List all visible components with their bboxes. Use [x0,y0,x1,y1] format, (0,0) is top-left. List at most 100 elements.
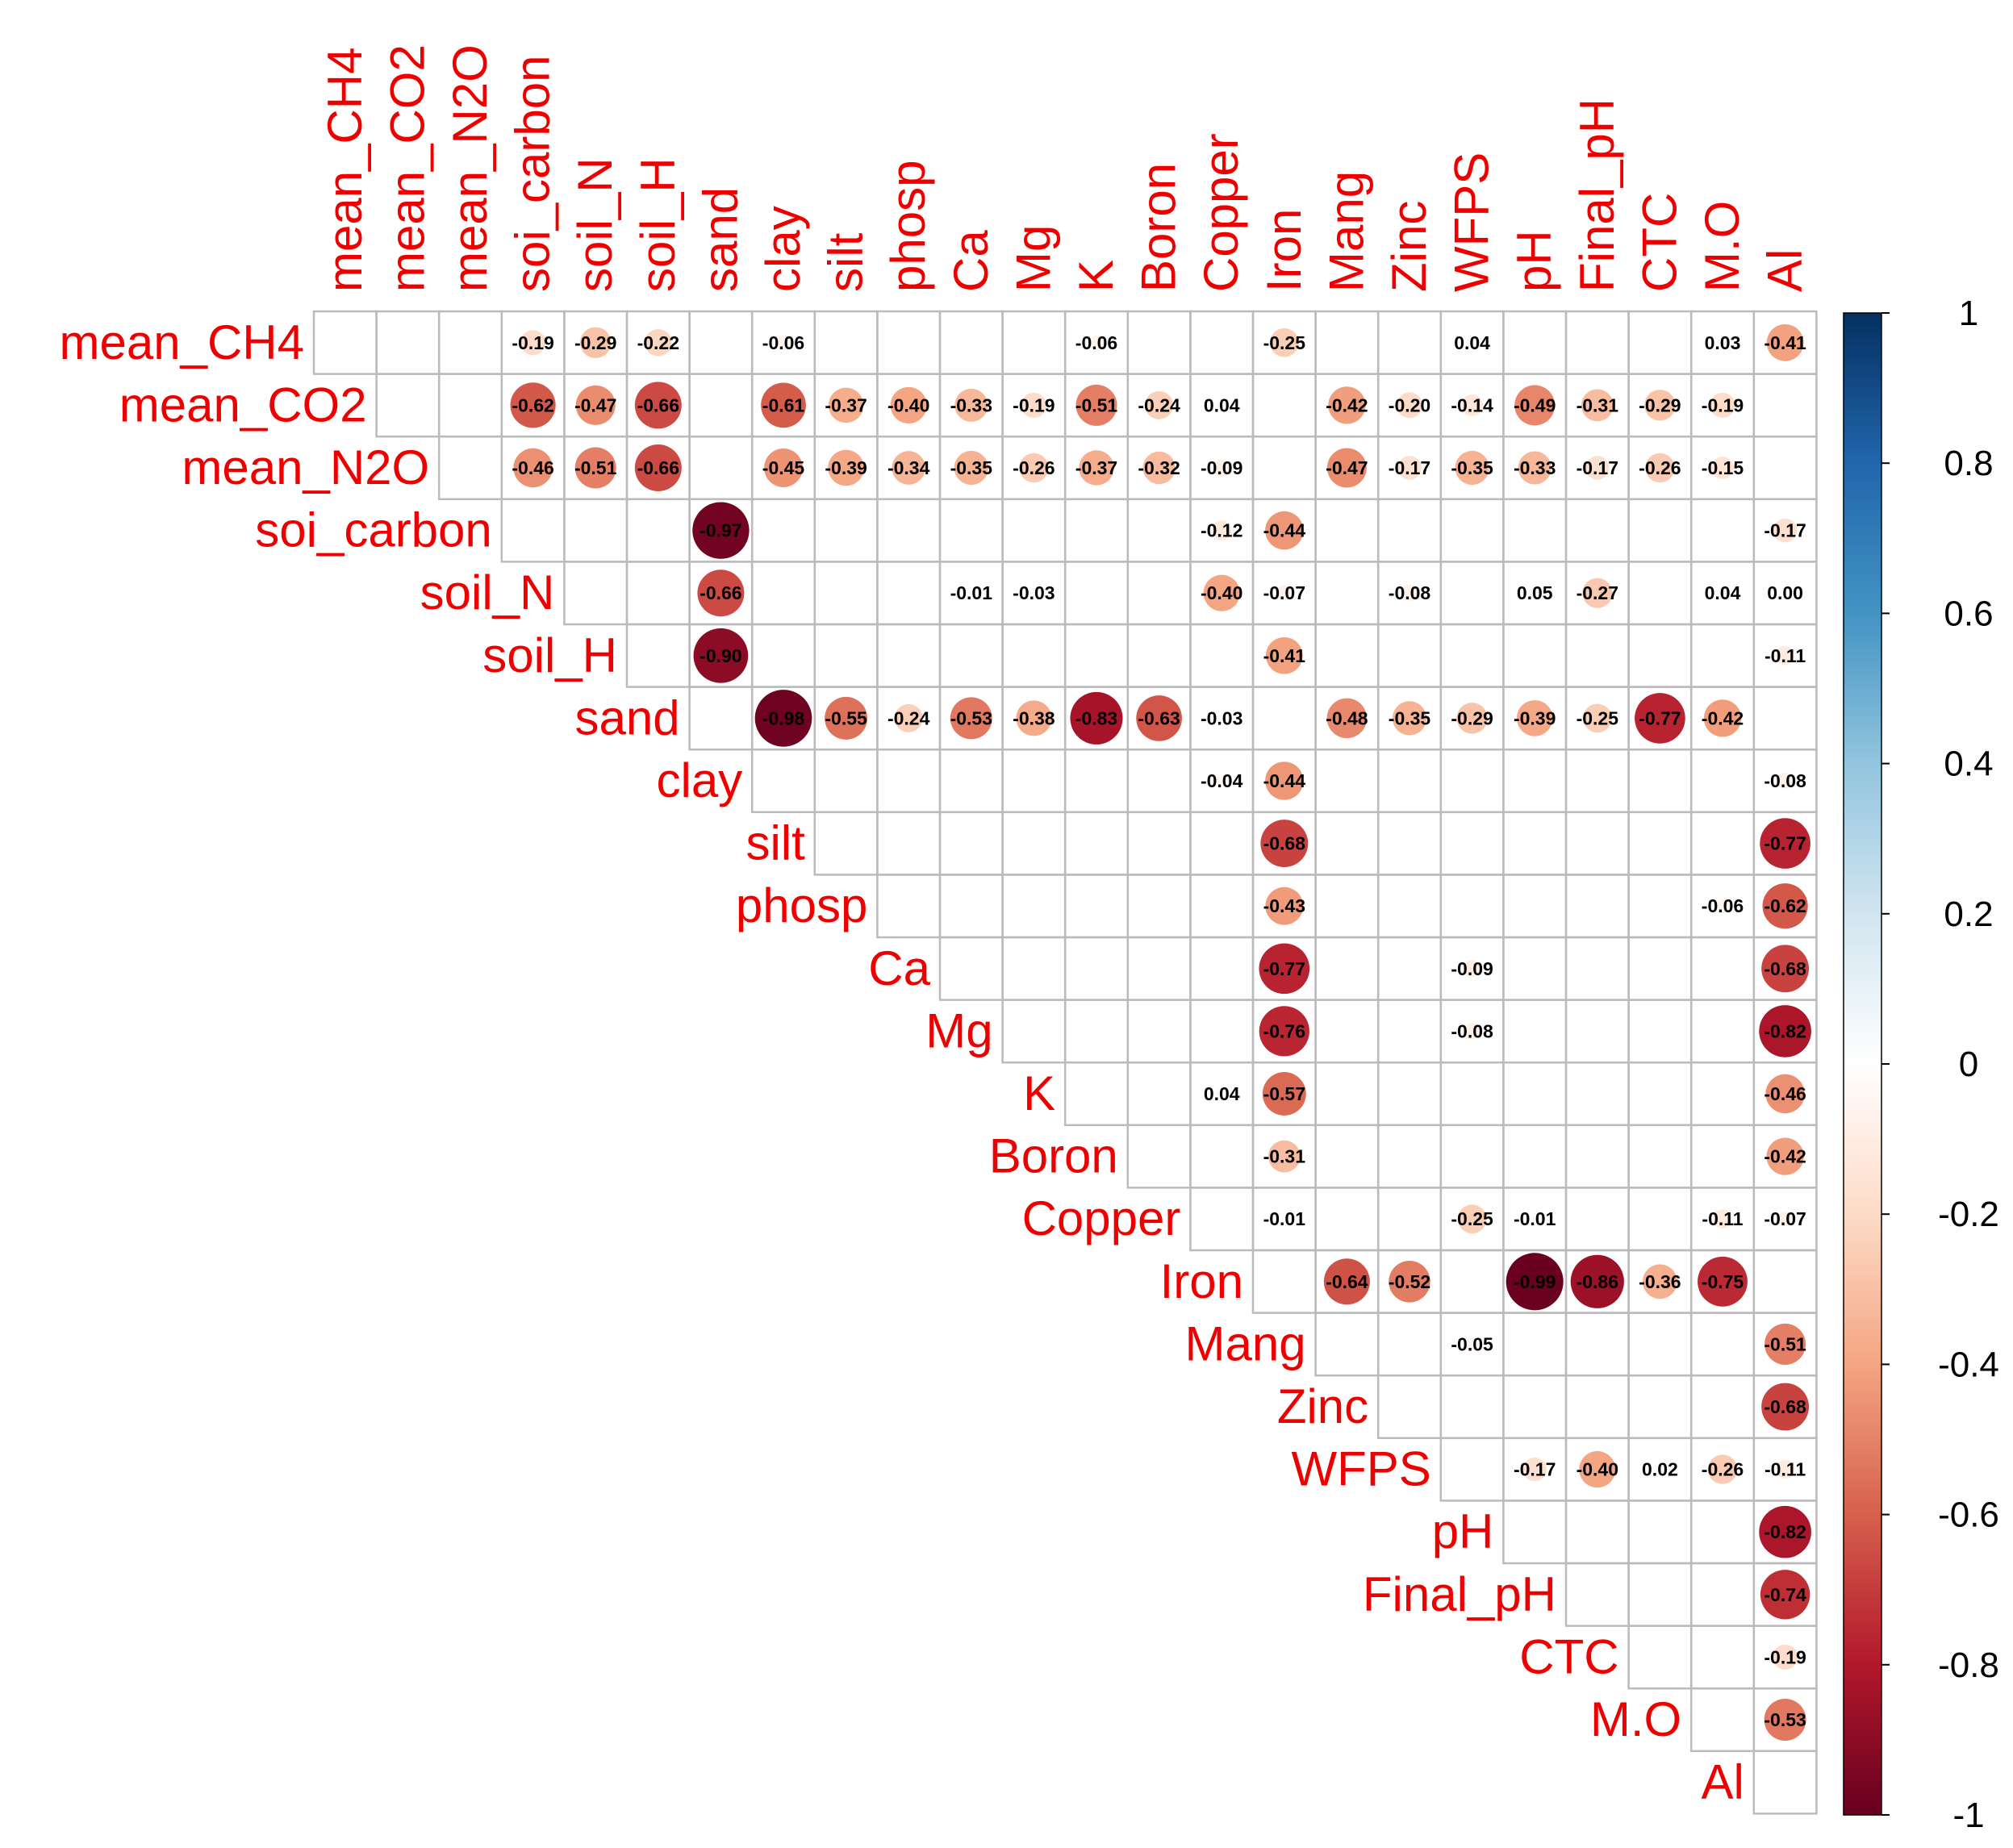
grid-cell [1376,1124,1443,1189]
correlation-circle [1265,886,1304,925]
grid-cell [1502,811,1568,876]
correlation-circle [1585,456,1610,480]
correlation-value: -0.36 [1639,1271,1681,1292]
correlation-value: 0.00 [1767,582,1803,603]
correlation-circle [693,628,749,683]
correlation-circle [1016,700,1052,736]
grid-cell [1564,811,1630,876]
grid-cell [563,561,629,626]
correlation-value: -0.29 [1639,394,1681,415]
correlation-circle [575,385,616,425]
correlation-circle [1759,1005,1811,1057]
row-label: Al [1701,1755,1744,1809]
grid-cell [1564,1124,1630,1189]
column-label: Final_pH [1570,98,1624,292]
correlation-value: -0.09 [1201,457,1242,478]
grid-cell [1564,1187,1630,1252]
correlation-value: -0.07 [1263,582,1305,603]
correlation-circle [1775,645,1795,665]
correlation-circle [1464,1023,1481,1040]
grid-cell [1376,1061,1443,1127]
grid-cell [1001,811,1067,876]
grid-cell [1689,1061,1756,1127]
grid-cell [1001,748,1067,814]
grid-cell [1063,1061,1130,1127]
grid-cell [1189,623,1255,688]
grid-cell [1627,811,1693,876]
row-label: Mang [1185,1316,1306,1370]
grid-cell [1189,874,1255,939]
correlation-circle [520,330,546,356]
colorbar-tick-label: -0.4 [1938,1345,1999,1384]
grid-cell [938,310,1004,375]
grid-cell [1314,811,1380,876]
correlation-circle [1217,713,1227,724]
grid-cell [1126,561,1192,626]
colorbar-tick-label: -1 [1952,1796,1984,1835]
correlation-value: -0.98 [762,707,805,728]
grid-cell [1126,999,1192,1064]
grid-cell [1126,310,1192,375]
grid-cell [1063,999,1130,1064]
grid-cell [1627,999,1693,1064]
grid-cell [1001,874,1067,939]
correlation-value: -0.38 [1013,707,1055,728]
correlation-circle [828,387,864,423]
grid-cell [938,748,1004,814]
correlation-value: -0.26 [1013,457,1055,478]
grid-cell [375,373,441,438]
correlation-value: -0.44 [1263,770,1306,791]
grid-cell [437,373,503,438]
correlation-value: -0.99 [1514,1271,1556,1292]
grid-cell [1564,1312,1630,1377]
grid-cell [1314,561,1380,626]
grid-cell [1689,1562,1756,1627]
grid-cell [1314,936,1380,1001]
grid-cell [1126,874,1192,939]
grid-cell [1314,1124,1380,1189]
colorbar-ticks: 1 0.8 0.6 0.4 0.2 0 -0.2 -0.4 -0.6 -0.8 -1 [1881,294,1999,1835]
correlation-value: -0.37 [825,394,867,415]
grid-cell [1689,1124,1756,1189]
grid-cell [1564,1500,1630,1565]
grid-cell [1376,1187,1443,1252]
grid-cell [1251,686,1317,751]
grid-cell [1502,936,1568,1001]
grid-cell [1189,811,1255,876]
correlation-value: -0.51 [1764,1333,1806,1354]
grid-cell [625,623,691,688]
correlation-value: -0.31 [1577,394,1619,415]
correlation-value: -0.29 [574,332,616,353]
correlation-circle [1457,1204,1487,1234]
grid-cell [1063,748,1130,814]
grid-cell [813,310,879,375]
grid-cell [1752,686,1818,751]
grid-cell [1627,1061,1693,1127]
grid-cell [750,748,816,814]
correlation-circle [513,448,553,488]
grid-cell [1376,936,1443,1001]
correlation-value: -0.42 [1326,394,1368,415]
row-label: sand [574,690,679,745]
grid-cell [1502,1500,1568,1565]
grid-cell [1689,623,1756,688]
correlation-circle [1265,636,1303,674]
grid-cell [1126,748,1192,814]
correlation-value: -0.42 [1702,707,1744,728]
correlation-circle [892,451,926,485]
correlation-circle [1019,453,1049,483]
grid-cell [1752,435,1818,501]
correlation-circle [1216,774,1228,787]
correlation-circle [1216,1087,1228,1100]
correlation-circle [1136,695,1182,741]
grid-cell [750,561,816,626]
row-label: Copper [1022,1191,1181,1245]
column-label: silt [819,232,873,292]
correlation-value: -0.47 [1326,457,1368,478]
correlation-circle [1461,394,1483,416]
row-label: K [1023,1066,1055,1120]
grid-cell [1189,310,1255,375]
grid-cell [1126,1124,1192,1189]
correlation-value: -0.31 [1263,1146,1306,1167]
correlation-value: -0.19 [512,332,553,353]
